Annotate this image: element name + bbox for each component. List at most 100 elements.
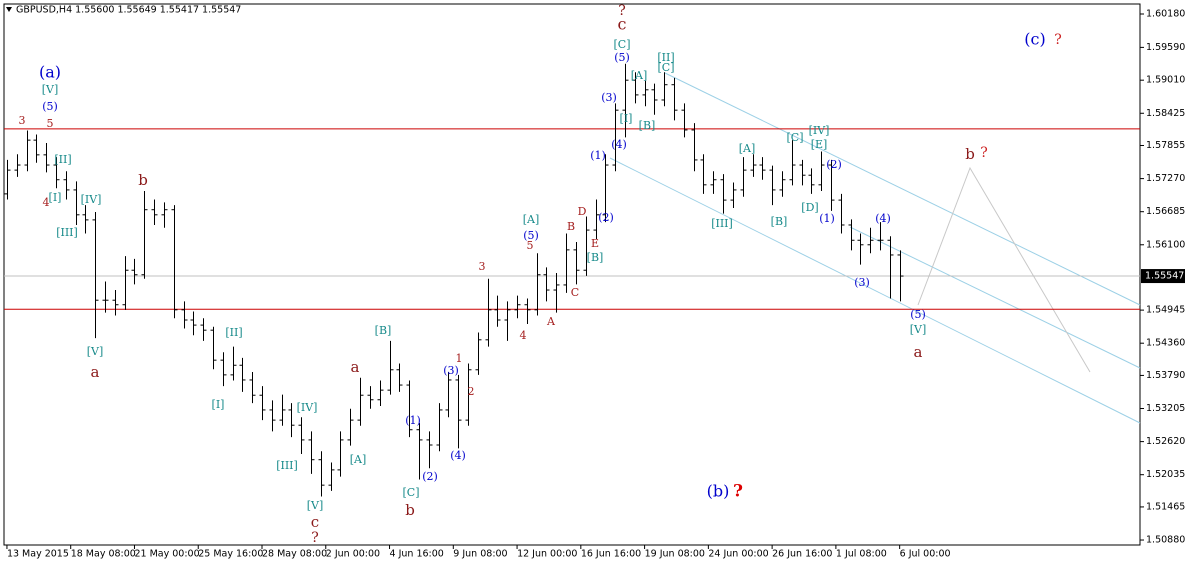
wave-label: [IV] [297,401,318,414]
x-tick-label: 16 Jun 16:00 [581,549,641,560]
y-tick-label: 1.60180 [1146,9,1185,20]
wave-label: (3) [443,364,459,377]
current-price-box [1141,269,1185,284]
wave-label: (3) [601,91,617,104]
wave-label: (c) [1024,30,1045,49]
wave-label: 4 [43,196,50,209]
channel-line [609,157,1141,424]
y-tick-label: 1.51465 [1146,501,1185,512]
wave-label: 3 [479,260,486,273]
y-tick-label: 1.54945 [1146,305,1185,316]
wave-label: E [591,237,599,250]
y-tick-label: 1.59010 [1146,75,1185,86]
wave-label: [IV] [81,193,102,206]
wave-label: ? [311,530,319,546]
projection [917,166,1091,373]
wave-label: ? [980,145,988,161]
y-tick-label: 1.50880 [1146,535,1185,546]
wave-label: (b) [707,482,730,501]
wave-label: (2) [422,470,438,483]
wave-label: [B] [771,215,788,228]
wave-label: (5) [910,308,926,321]
wave-label: [C] [614,38,631,51]
channel [609,72,1141,424]
y-tick-label: 1.56685 [1146,206,1185,217]
wave-label: [E] [811,138,828,151]
wave-label: 1 [456,352,463,365]
wave-label: [C] [403,486,420,499]
wave-label: (5) [614,51,630,64]
x-tick-label: 25 May 16:00 [198,549,263,560]
x-tick-label: 1 Jul 08:00 [836,549,887,560]
wave-label: [I] [620,112,633,125]
wave-label: 5 [47,117,54,130]
x-tick-label: 18 May 08:00 [71,549,136,560]
wave-label: a [914,343,923,361]
x-tick-label: 21 May 00:00 [134,549,199,560]
y-tick-label: 1.53205 [1146,403,1185,414]
wave-label: [I] [212,398,225,411]
wave-label: c [618,15,627,34]
wave-label: [V] [307,499,324,512]
wave-label: [C] [787,131,804,144]
menu-triangle [6,7,12,12]
wave-label: (4) [875,212,891,225]
x-tick-label: 26 Jun 16:00 [772,549,832,560]
wave-label: [II] [54,153,71,166]
x-tick-label: 19 Jun 08:00 [645,549,705,560]
wave-label: C [571,286,579,299]
wave-label: b [965,145,975,163]
wave-label: ? [618,3,626,19]
y-tick-label: 1.56100 [1146,239,1185,250]
wave-label: [C] [658,61,675,74]
wave-label: (1) [819,212,835,225]
wave-label: [V] [910,323,927,336]
wave-label: [II] [657,51,674,64]
wave-label: [II] [225,326,242,339]
wave-label: (4) [450,449,466,462]
wave-label: [B] [639,119,656,132]
wave-label: 3 [19,114,26,127]
wave-label: a [91,363,100,381]
wave-label: [A] [631,69,648,82]
wave-label: (a) [39,63,61,82]
wave-label: [III] [56,226,78,239]
wave-label: 4 [520,329,527,342]
channel-line [849,226,1141,369]
y-tick-label: 1.54360 [1146,338,1185,349]
wave-label: (5) [523,229,539,242]
wave-label: [A] [739,142,756,155]
wave-label: ? [733,482,743,502]
wave-label: (5) [42,100,58,113]
y-tick-label: 1.57270 [1146,173,1185,184]
wave-label: c [311,513,319,531]
wave-label: [B] [587,251,604,264]
wave-label: [III] [276,459,298,472]
wave-label: (1) [405,414,421,427]
y-tick-label: 1.53790 [1146,370,1185,381]
wave-label: 5 [527,239,534,252]
wave-label: [A] [523,213,540,226]
x-tick-label: 4 Jun 16:00 [390,549,444,560]
x-tick-label: 6 Jul 00:00 [900,549,951,560]
wave-label: D [578,205,587,218]
y-tick-label: 1.52035 [1146,469,1185,480]
y-tick-label: 1.52620 [1146,436,1185,447]
y-tick-label: 1.57855 [1146,140,1185,151]
wave-label: ? [1054,32,1062,48]
wave-label: 2 [468,385,475,398]
x-tick-label: 13 May 2015 [7,549,69,560]
wave-label: (2) [826,158,842,171]
y-tick-label: 1.58425 [1146,108,1185,119]
wave-label: b [138,171,148,189]
x-tick-label: 28 May 08:00 [262,549,327,560]
wave-label: [V] [42,83,59,96]
wave-label: b [405,501,415,519]
wave-label: a [351,358,360,376]
wave-label: [V] [87,345,104,358]
wave-label: [III] [711,217,733,230]
x-tick-label: 9 Jun 08:00 [453,549,507,560]
wave-label: (4) [611,138,627,151]
y-tick-label: 1.59590 [1146,42,1185,53]
